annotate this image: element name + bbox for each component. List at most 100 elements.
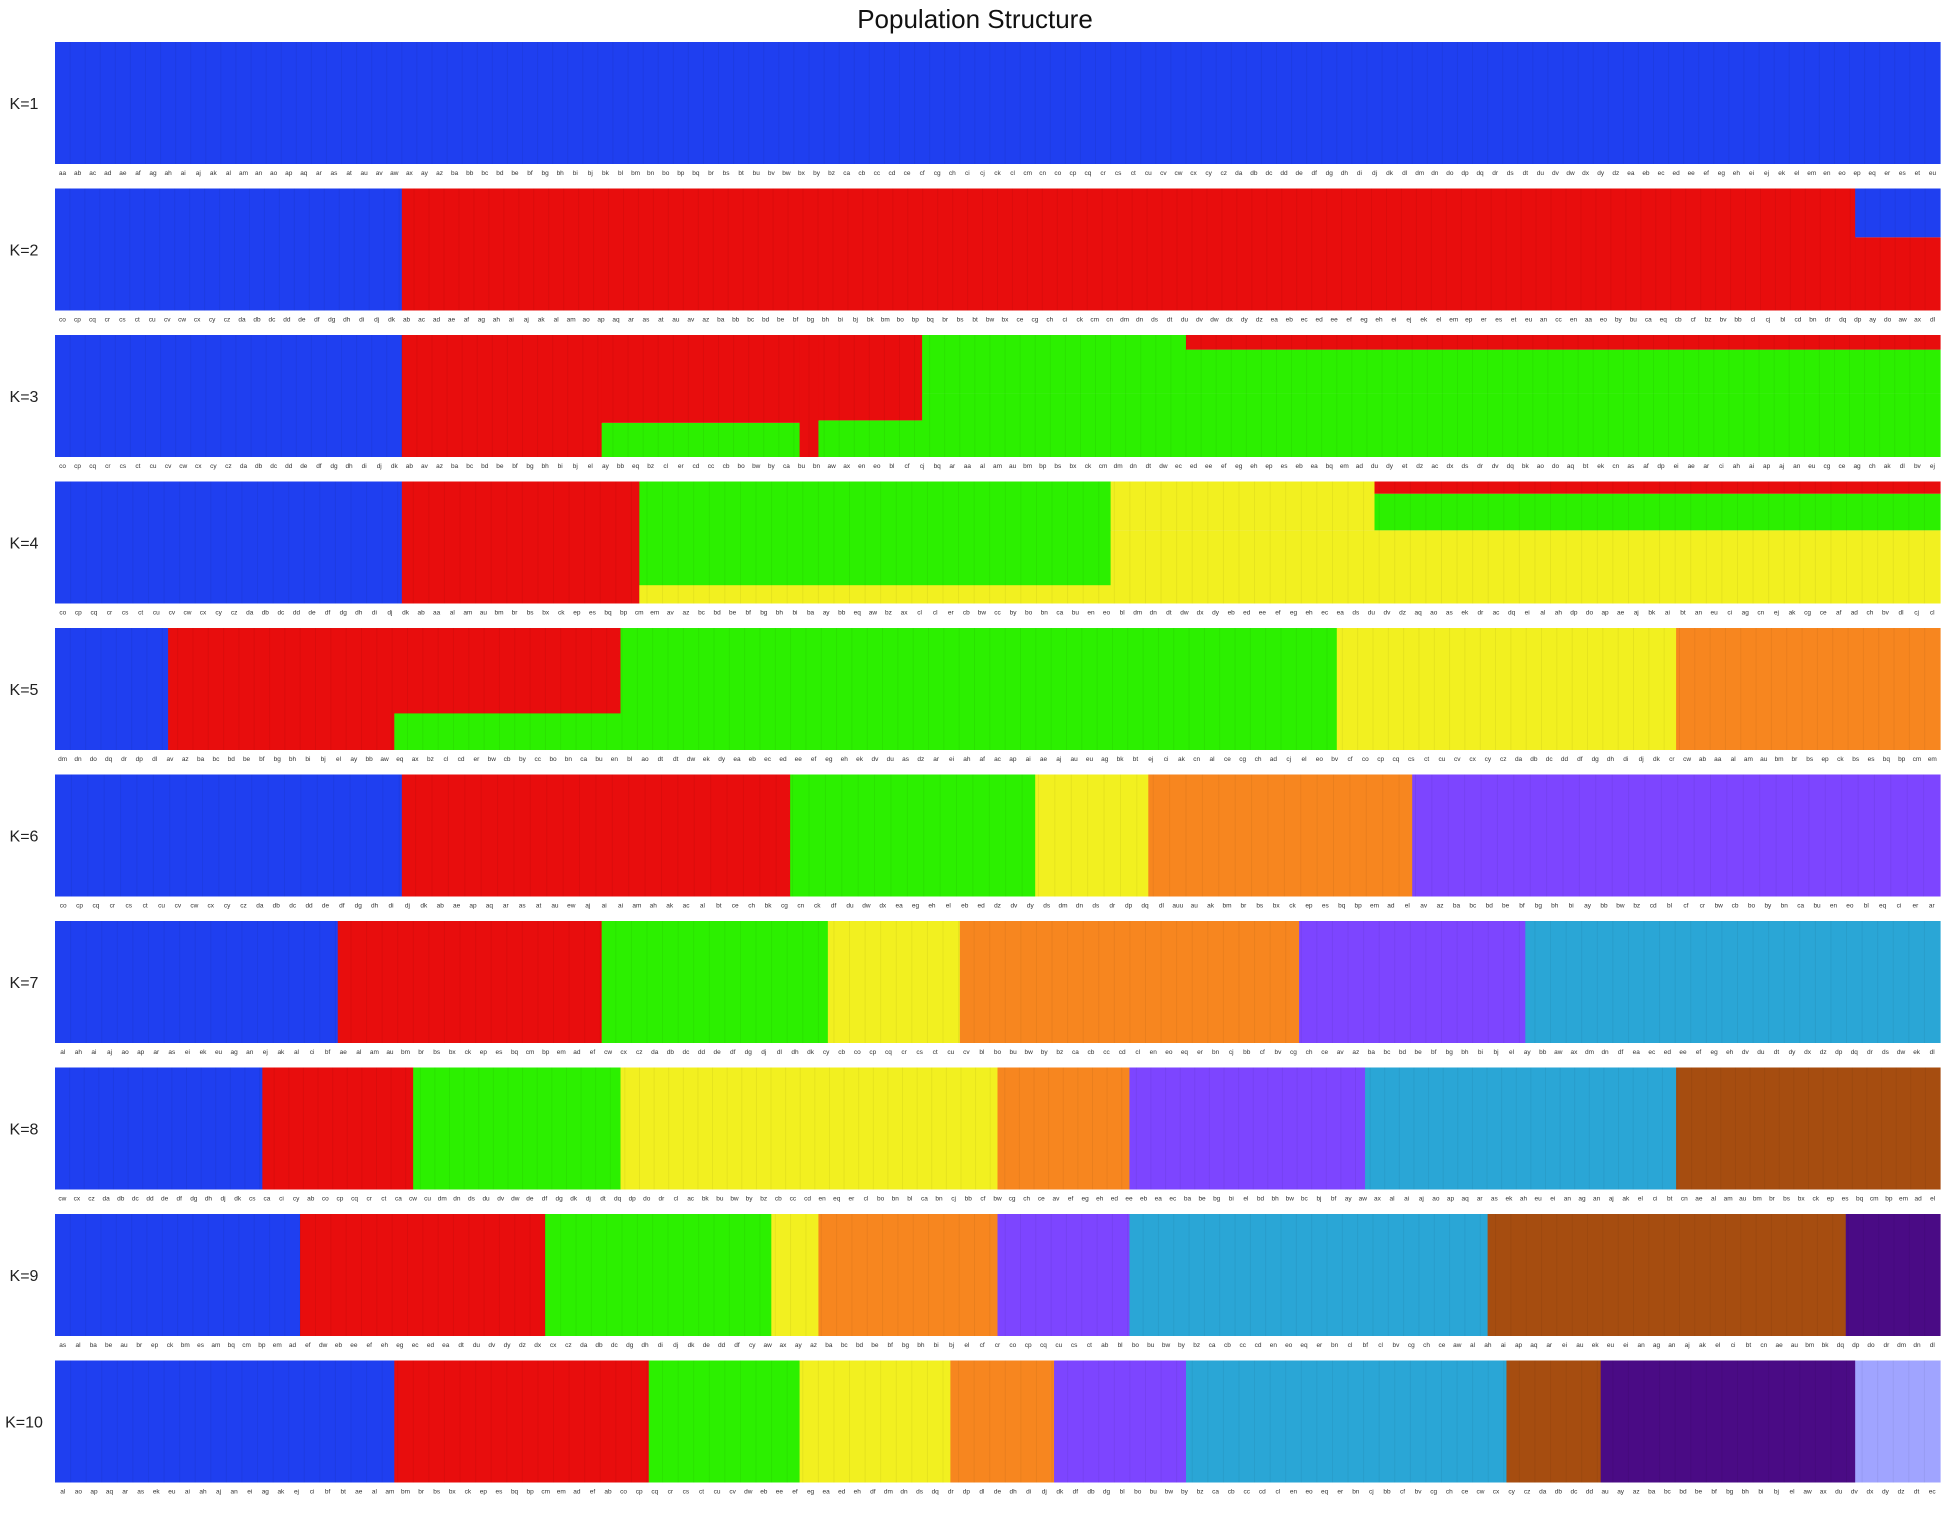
- individual-tick-label: ap: [1009, 756, 1017, 763]
- individual-tick-label: cz: [1220, 170, 1227, 177]
- individual-tick-label: dc: [268, 317, 276, 324]
- individual-tick-label: ch: [1423, 1342, 1430, 1349]
- individual-tick-label: be: [105, 1342, 113, 1349]
- individual-tick-label: ec: [1169, 1196, 1177, 1203]
- individual-tick-label: cm: [1099, 463, 1108, 470]
- individual-tick-label: an: [1593, 1196, 1601, 1203]
- segment-blue: [55, 335, 403, 457]
- individual-tick-label: eu: [1929, 170, 1937, 177]
- individual-tick-label: bi: [934, 1342, 939, 1349]
- individual-tick-label: cu: [714, 1489, 721, 1496]
- individual-tick-label: ej: [263, 1049, 268, 1056]
- individual-tick-label: cy: [749, 1342, 756, 1349]
- individual-tick-label: ae: [340, 1049, 348, 1056]
- individual-tick-label: am: [993, 463, 1002, 470]
- individual-tick-label: el: [1509, 1049, 1515, 1056]
- individual-tick-label: ds: [1507, 170, 1515, 177]
- individual-tick-label: be: [243, 756, 251, 763]
- individual-tick-label: av: [1337, 1049, 1345, 1056]
- individual-tick-label: ci: [1719, 463, 1724, 470]
- individual-tick-label: ax: [1374, 1196, 1382, 1203]
- individual-tick-label: cn: [1106, 317, 1113, 324]
- individual-tick-label: dt: [458, 1342, 464, 1349]
- individual-tick-label: au: [1739, 1196, 1747, 1203]
- individual-tick-label: cb: [963, 610, 970, 617]
- individual-tick-label: bx: [542, 610, 550, 617]
- individual-tick-label: bu: [753, 170, 761, 177]
- individual-tick-label: cr: [1669, 756, 1675, 763]
- individual-tick-label: co: [620, 1489, 627, 1496]
- individual-tick-label: dp: [1125, 903, 1133, 910]
- individual-tick-label: bf: [1711, 1489, 1717, 1496]
- individual-tick-label: aj: [196, 170, 201, 177]
- individual-tick-label: ay: [823, 610, 831, 617]
- individual-tick-label: ak: [210, 170, 218, 177]
- individual-tick-label: br: [708, 170, 715, 177]
- individual-tick-label: ar: [628, 317, 635, 324]
- individual-tick-label: bp: [1354, 903, 1362, 910]
- individual-tick-label: bc: [1384, 1049, 1392, 1056]
- individual-tick-label: ai: [185, 1489, 190, 1496]
- segment-orange: [950, 1360, 1055, 1483]
- individual-tick-label: cy: [1205, 170, 1212, 177]
- individual-tick-label: ad: [573, 1489, 581, 1496]
- individual-tick-label: ba: [1184, 1196, 1192, 1203]
- individual-tick-label: cx: [74, 1196, 81, 1203]
- individual-tick-label: ae: [1040, 756, 1048, 763]
- individual-tick-label: ch: [1255, 756, 1262, 763]
- individual-tick-label: ab: [403, 317, 411, 324]
- individual-tick-label: ef: [366, 1342, 372, 1349]
- individual-tick-label: ct: [381, 1196, 386, 1203]
- individual-tick-label: bq: [692, 170, 700, 177]
- individual-tick-label: eu: [215, 1049, 223, 1056]
- individual-tick-label: cv: [1454, 756, 1461, 763]
- individual-tick-label: bq: [1338, 903, 1346, 910]
- individual-tick-label: ca: [1056, 610, 1063, 617]
- individual-tick-label: an: [1793, 463, 1801, 470]
- individual-tick-label: bh: [1461, 1049, 1469, 1056]
- individual-tick-label: dx: [1446, 463, 1454, 470]
- individual-tick-label: cj: [1914, 610, 1919, 617]
- individual-tick-label: cn: [1193, 756, 1200, 763]
- individual-tick-label: es: [1868, 756, 1876, 763]
- individual-tick-label: dn: [1913, 1342, 1921, 1349]
- individual-tick-label: do: [643, 1196, 651, 1203]
- individual-tick-label: ej: [1148, 756, 1153, 763]
- individual-tick-label: eb: [1228, 610, 1236, 617]
- individual-tick-label: dv: [1492, 463, 1500, 470]
- individual-tick-label: ax: [1820, 1489, 1828, 1496]
- individual-tick-label: bc: [1469, 903, 1477, 910]
- individual-tick-label: cp: [74, 317, 81, 324]
- individual-tick-label: cy: [293, 1196, 300, 1203]
- individual-tick-label: cu: [149, 317, 156, 324]
- individual-tick-label: dv: [1384, 610, 1392, 617]
- individual-tick-label: dd: [285, 463, 293, 470]
- individual-tick-label: cg: [1804, 610, 1811, 617]
- individual-tick-label: dl: [1930, 1342, 1936, 1349]
- individual-tick-label: bl: [1120, 610, 1126, 617]
- individual-tick-label: ew: [567, 903, 576, 910]
- individual-tick-label: dc: [132, 1196, 140, 1203]
- individual-tick-label: eb: [749, 756, 757, 763]
- segment-green: [790, 774, 1036, 897]
- individual-tick-label: ao: [270, 170, 278, 177]
- individual-tick-label: cx: [195, 463, 202, 470]
- individual-tick-label: ep: [151, 1342, 159, 1349]
- individual-tick-label: ec: [1175, 463, 1183, 470]
- individual-tick-label: ck: [814, 903, 821, 910]
- individual-tick-label: dt: [1166, 610, 1172, 617]
- individual-tick-label: ba: [451, 463, 459, 470]
- individual-tick-label: ep: [480, 1489, 488, 1496]
- individual-tick-label: cn: [1612, 463, 1619, 470]
- individual-tick-label: dq: [105, 756, 113, 763]
- individual-tick-label: ei: [247, 1489, 252, 1496]
- individual-tick-label: dn: [1076, 903, 1084, 910]
- individual-tick-label: cs: [1071, 1342, 1078, 1349]
- individual-tick-label: bd: [1257, 1196, 1265, 1203]
- individual-tick-label: bf: [1363, 1342, 1369, 1349]
- individual-tick-label: bw: [1616, 903, 1625, 910]
- individual-tick-label: bg: [274, 756, 282, 763]
- individual-tick-label: ek: [856, 756, 864, 763]
- individual-tick-label: al: [75, 1342, 81, 1349]
- individual-tick-label: ef: [1068, 1196, 1074, 1203]
